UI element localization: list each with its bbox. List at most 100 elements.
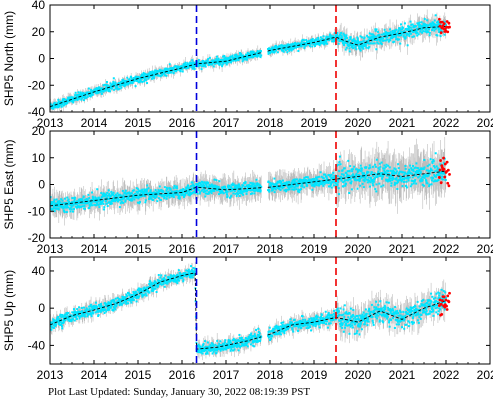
daily-point bbox=[289, 186, 292, 189]
daily-point bbox=[349, 38, 352, 41]
daily-point bbox=[295, 178, 298, 181]
daily-point bbox=[398, 38, 401, 41]
daily-point bbox=[247, 56, 250, 59]
y-tick-label: 40 bbox=[32, 0, 46, 12]
daily-point bbox=[186, 191, 189, 194]
daily-point bbox=[66, 102, 69, 105]
daily-point bbox=[402, 35, 405, 38]
daily-point bbox=[65, 211, 68, 214]
daily-point bbox=[298, 191, 301, 194]
daily-point bbox=[68, 203, 71, 206]
daily-point bbox=[236, 184, 239, 187]
daily-point bbox=[231, 54, 234, 57]
daily-point bbox=[246, 190, 249, 193]
daily-point bbox=[325, 40, 328, 43]
daily-point bbox=[74, 201, 77, 204]
daily-point bbox=[325, 177, 328, 180]
daily-point bbox=[346, 170, 349, 173]
daily-point bbox=[63, 197, 66, 200]
daily-point bbox=[384, 165, 387, 168]
daily-point bbox=[188, 187, 191, 190]
daily-point bbox=[342, 42, 345, 45]
daily-point bbox=[297, 42, 300, 45]
daily-point bbox=[199, 182, 202, 185]
daily-point bbox=[350, 188, 353, 191]
daily-point bbox=[250, 56, 253, 59]
daily-point bbox=[172, 187, 175, 190]
daily-point bbox=[410, 32, 413, 35]
daily-point bbox=[110, 202, 113, 205]
daily-point bbox=[444, 178, 447, 181]
daily-point bbox=[52, 207, 55, 210]
daily-point bbox=[400, 31, 403, 34]
daily-point bbox=[412, 165, 414, 167]
daily-point bbox=[374, 38, 377, 41]
daily-point bbox=[320, 39, 323, 42]
daily-point bbox=[334, 175, 337, 178]
daily-point bbox=[415, 32, 418, 35]
daily-point bbox=[442, 178, 445, 181]
daily-point bbox=[98, 86, 101, 89]
daily-point bbox=[100, 192, 103, 195]
daily-point bbox=[235, 184, 238, 187]
daily-point bbox=[353, 39, 356, 42]
daily-point bbox=[292, 182, 295, 185]
daily-point bbox=[183, 191, 186, 194]
daily-point bbox=[117, 198, 120, 201]
daily-point bbox=[123, 195, 126, 198]
daily-point bbox=[358, 178, 361, 181]
daily-point bbox=[398, 172, 401, 175]
daily-point bbox=[338, 155, 341, 158]
daily-point bbox=[384, 171, 387, 174]
daily-point bbox=[397, 30, 400, 33]
daily-point bbox=[176, 190, 179, 193]
daily-point bbox=[186, 62, 189, 65]
x-tick-label: 2017 bbox=[213, 116, 240, 130]
daily-point bbox=[205, 189, 208, 192]
daily-point bbox=[396, 38, 399, 41]
x-tick-label: 2023 bbox=[477, 116, 493, 130]
daily-point bbox=[151, 193, 154, 196]
daily-point bbox=[354, 179, 357, 182]
daily-point bbox=[371, 42, 374, 45]
daily-point bbox=[85, 198, 88, 201]
daily-point bbox=[354, 176, 357, 179]
daily-point bbox=[58, 103, 61, 106]
daily-point bbox=[76, 200, 79, 203]
daily-point bbox=[432, 158, 435, 161]
daily-point bbox=[233, 187, 236, 190]
daily-point bbox=[267, 180, 270, 183]
daily-point bbox=[291, 185, 293, 188]
daily-point bbox=[105, 202, 108, 205]
daily-point bbox=[320, 183, 323, 186]
daily-point bbox=[116, 86, 119, 89]
daily-point bbox=[396, 188, 399, 190]
daily-point bbox=[95, 87, 98, 90]
daily-point bbox=[116, 84, 119, 87]
daily-point bbox=[297, 190, 300, 193]
daily-point bbox=[199, 63, 202, 66]
daily-point bbox=[429, 158, 432, 161]
daily-point bbox=[409, 29, 412, 32]
daily-point bbox=[392, 169, 395, 172]
daily-point bbox=[328, 185, 331, 188]
daily-point bbox=[305, 39, 308, 42]
daily-point bbox=[420, 28, 423, 31]
daily-point bbox=[112, 82, 115, 85]
daily-point bbox=[188, 189, 191, 192]
x-tick-label: 2022 bbox=[433, 116, 460, 130]
daily-point bbox=[136, 196, 139, 199]
daily-point bbox=[401, 32, 403, 35]
daily-point bbox=[327, 182, 330, 185]
daily-point bbox=[404, 36, 407, 39]
daily-point bbox=[257, 54, 260, 57]
daily-point bbox=[251, 50, 254, 53]
daily-point bbox=[89, 93, 92, 96]
daily-point bbox=[324, 37, 327, 40]
daily-point bbox=[348, 47, 351, 50]
daily-point bbox=[113, 88, 116, 91]
daily-point bbox=[359, 35, 362, 38]
daily-point bbox=[258, 186, 261, 189]
daily-point bbox=[208, 185, 211, 188]
daily-point bbox=[340, 173, 343, 176]
